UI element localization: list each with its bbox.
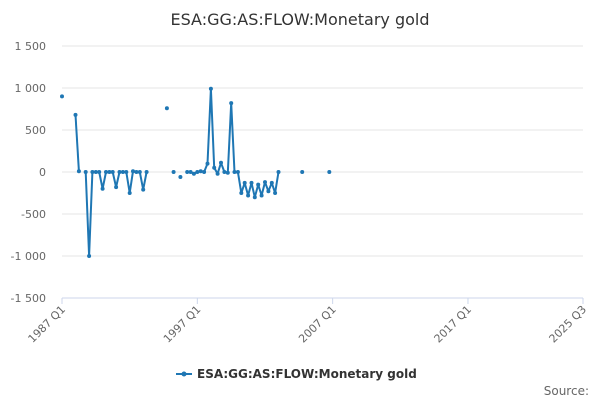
data-point[interactable] [178, 175, 183, 179]
data-point[interactable] [117, 170, 122, 174]
data-point[interactable] [235, 170, 240, 174]
data-point[interactable] [114, 185, 119, 190]
y-axis-ticks: 1 500 1 000 500 0 -500 -1 000 -1 500 [11, 40, 46, 305]
legend-dot-marker [181, 371, 187, 377]
data-point[interactable] [60, 94, 64, 99]
y-tick-label: 0 [39, 166, 46, 179]
data-point[interactable] [90, 170, 95, 174]
source-label: Source: [544, 384, 589, 398]
data-point[interactable] [97, 170, 102, 174]
data-point[interactable] [73, 112, 78, 117]
x-axis: 1987 Q1 1997 Q1 2007 Q1 2017 Q1 2025 Q3 [26, 297, 590, 346]
data-point[interactable] [120, 170, 125, 174]
data-point[interactable] [137, 170, 142, 174]
x-tick-label: 2017 Q1 [432, 303, 475, 346]
data-point[interactable] [222, 170, 227, 174]
x-tick-label: 1987 Q1 [26, 303, 69, 346]
data-point[interactable] [107, 170, 112, 174]
data-point[interactable] [252, 195, 257, 200]
data-point[interactable] [195, 170, 200, 174]
y-tick-label: 500 [25, 124, 46, 137]
series-layer [60, 86, 332, 258]
data-point[interactable] [300, 170, 305, 174]
data-point[interactable] [266, 189, 271, 194]
data-point[interactable] [242, 180, 247, 185]
y-tick-label: 1 500 [15, 40, 47, 53]
data-point[interactable] [256, 182, 261, 187]
data-point[interactable] [263, 180, 267, 185]
data-point[interactable] [131, 169, 135, 174]
data-point[interactable] [171, 170, 176, 174]
x-tick-label: 2025 Q3 [547, 303, 590, 346]
data-point[interactable] [144, 170, 149, 174]
data-point[interactable] [87, 254, 92, 258]
y-tick-label: -1 000 [11, 250, 46, 263]
chart-title: ESA:GG:AS:FLOW:Monetary gold [170, 10, 429, 29]
data-point[interactable] [104, 170, 108, 174]
data-point[interactable] [100, 186, 105, 191]
data-point[interactable] [259, 193, 264, 198]
data-point[interactable] [215, 171, 220, 176]
data-point[interactable] [76, 169, 81, 174]
data-point[interactable] [225, 170, 230, 175]
x-tick-label: 1997 Q1 [161, 303, 204, 346]
data-point[interactable] [124, 170, 129, 174]
data-point[interactable] [191, 171, 196, 176]
data-point[interactable] [188, 170, 193, 174]
data-point[interactable] [83, 170, 88, 174]
data-point[interactable] [212, 165, 217, 170]
data-point[interactable] [202, 170, 207, 174]
data-point[interactable] [249, 180, 254, 185]
data-point[interactable] [229, 101, 234, 106]
data-point[interactable] [110, 170, 115, 174]
x-tick-label: 2007 Q1 [296, 303, 339, 346]
data-point[interactable] [232, 170, 237, 174]
data-point[interactable] [185, 170, 190, 174]
series-line [74, 114, 80, 172]
data-point[interactable] [219, 160, 223, 165]
y-tick-label: 1 000 [15, 82, 47, 95]
data-point[interactable] [246, 193, 251, 198]
data-point[interactable] [198, 169, 203, 174]
y-tick-label: -1 500 [11, 292, 46, 305]
data-point[interactable] [239, 191, 244, 195]
data-point[interactable] [269, 180, 274, 185]
data-point[interactable] [208, 86, 213, 91]
y-tick-label: -500 [21, 208, 46, 221]
data-point[interactable] [93, 170, 98, 174]
data-point[interactable] [164, 106, 169, 111]
data-point[interactable] [205, 161, 210, 166]
data-point[interactable] [141, 187, 146, 192]
legend-label: ESA:GG:AS:FLOW:Monetary gold [197, 367, 417, 381]
data-point[interactable] [327, 170, 332, 174]
legend[interactable]: ESA:GG:AS:FLOW:Monetary gold [176, 367, 417, 381]
data-point[interactable] [127, 191, 132, 195]
data-point[interactable] [273, 191, 278, 195]
data-point[interactable] [276, 170, 281, 174]
data-point[interactable] [134, 170, 139, 174]
